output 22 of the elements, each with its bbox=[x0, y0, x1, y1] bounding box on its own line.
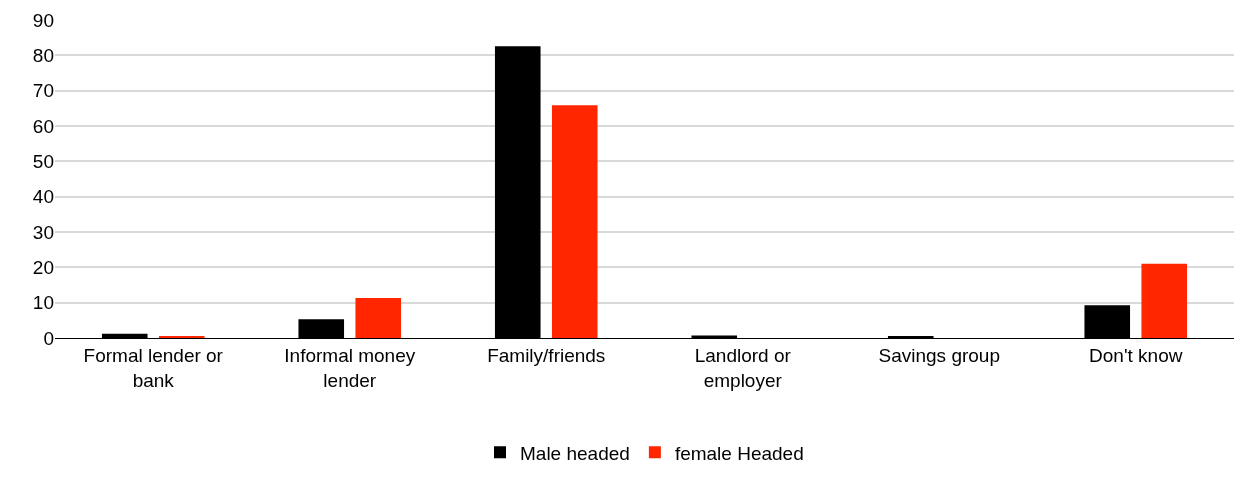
y-tick-label: 40 bbox=[32, 186, 54, 208]
y-tick-label: 80 bbox=[32, 44, 54, 66]
bar bbox=[551, 105, 598, 338]
y-tick-label: 60 bbox=[32, 115, 54, 137]
y-tick-label: 0 bbox=[43, 327, 54, 349]
x-tick-label: Don't know bbox=[1089, 344, 1183, 366]
bar bbox=[158, 335, 205, 338]
x-tick-label: Savings group bbox=[878, 344, 1000, 366]
legend-label: Male headed bbox=[520, 442, 630, 464]
y-tick-label: 50 bbox=[32, 150, 54, 172]
y-tick-label: 30 bbox=[32, 221, 54, 243]
y-tick-label: 70 bbox=[32, 80, 54, 102]
bar bbox=[355, 298, 402, 338]
x-tick-label: Landlord or employer bbox=[694, 344, 792, 391]
x-tick-label: Family/friends bbox=[487, 344, 606, 366]
bar bbox=[1141, 263, 1188, 338]
x-tick-label: Formal lender or bank bbox=[83, 344, 224, 391]
x-tick-label: Informal money lender bbox=[284, 344, 416, 391]
legend-label: female Headed bbox=[674, 442, 804, 464]
y-tick-label: 20 bbox=[32, 256, 54, 278]
y-tick-label: 90 bbox=[32, 9, 54, 31]
y-tick-label: 10 bbox=[32, 292, 54, 314]
